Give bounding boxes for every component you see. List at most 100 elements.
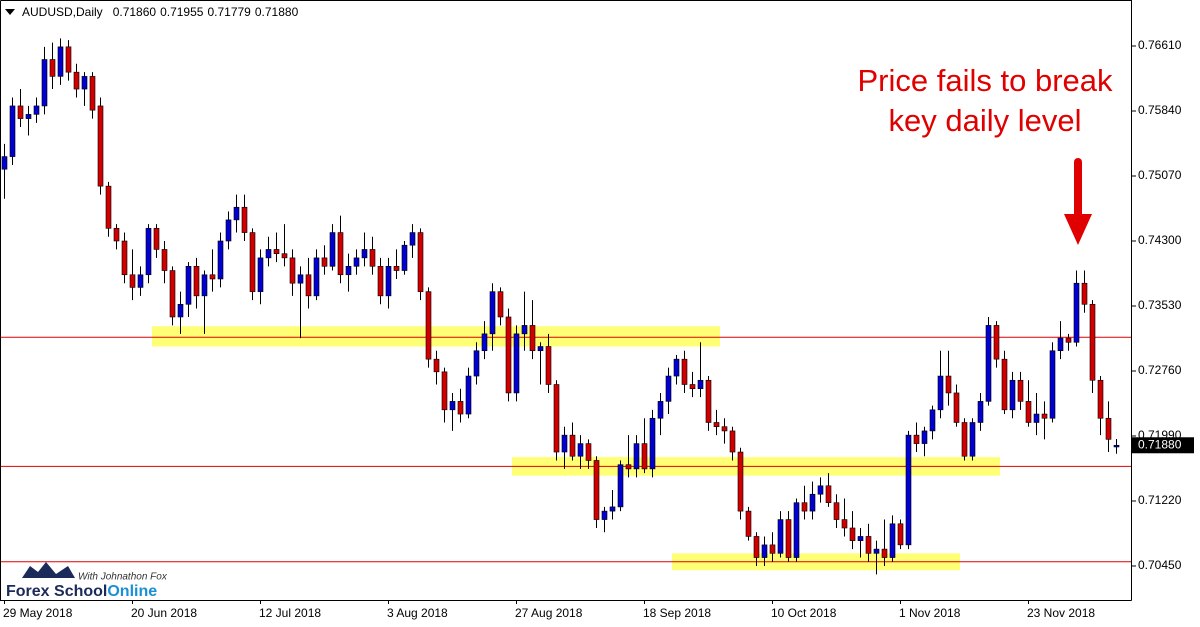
x-tick-label: 1 Nov 2018: [899, 606, 961, 620]
candle-body: [273, 249, 280, 254]
candle-body: [105, 185, 112, 229]
candle-body: [601, 510, 608, 520]
candle-body: [849, 527, 856, 541]
x-tick-label: 20 Jun 2018: [131, 606, 197, 620]
candle-body: [713, 422, 720, 428]
candle-body: [681, 358, 688, 385]
candle-body: [833, 502, 840, 520]
candle-body: [657, 401, 664, 419]
candle-body: [481, 333, 488, 352]
x-tick-label: 27 Aug 2018: [515, 606, 583, 620]
candle-body: [505, 316, 512, 394]
y-tick-label: 0.74300: [1138, 233, 1182, 247]
logo-tagline: With Johnathon Fox: [78, 572, 168, 583]
candle-body: [73, 71, 80, 90]
candle-body: [513, 333, 520, 394]
candle-body: [81, 76, 88, 90]
low-label: 0.71779: [207, 5, 251, 19]
candle-body: [961, 422, 968, 457]
candle-body: [1009, 379, 1016, 411]
candle-body: [1001, 358, 1008, 411]
candle-body: [537, 346, 544, 352]
candle-body: [809, 493, 816, 512]
candle-body: [745, 510, 752, 537]
candle-body: [897, 523, 904, 546]
candle-body: [937, 375, 944, 411]
candle-body: [1049, 350, 1056, 419]
candle-body: [769, 544, 776, 554]
candle-body: [225, 219, 232, 242]
candle-body: [777, 519, 784, 554]
candle-body: [489, 291, 496, 335]
support-zone: [152, 326, 720, 347]
candle-body: [577, 443, 584, 457]
candle-body: [113, 228, 120, 242]
x-tick-label: 29 May 2018: [3, 606, 73, 620]
candle-body: [9, 105, 16, 157]
candle-body: [329, 232, 336, 267]
candle-body: [761, 544, 768, 558]
candle-body: [177, 304, 184, 318]
candle-body: [633, 443, 640, 470]
y-tick-label: 0.73530: [1138, 298, 1182, 312]
candle-body: [529, 325, 536, 352]
candle-body: [97, 105, 104, 187]
x-tick-label: 23 Nov 2018: [1027, 606, 1095, 620]
candle-body: [721, 426, 728, 432]
candle-body: [985, 325, 992, 402]
candle-body: [697, 379, 704, 390]
candle-body: [521, 325, 528, 335]
candle-body: [185, 266, 192, 305]
annotation: Price fails to break: [858, 63, 1113, 98]
candle-body: [817, 485, 824, 495]
current-price-label: 0.71880: [1138, 437, 1182, 451]
candle-body: [145, 228, 152, 276]
header: AUDUSD,Daily 0.71860 0.71955 0.71779 0.71880: [22, 5, 299, 19]
candle-body: [785, 519, 792, 558]
candle-body: [913, 434, 920, 444]
y-tick-label: 0.70450: [1138, 558, 1182, 572]
candle-body: [49, 59, 56, 77]
candle-body: [17, 105, 24, 119]
candle-body: [409, 232, 416, 246]
candle-body: [1073, 282, 1080, 343]
candle-body: [649, 417, 656, 470]
candle-body: [953, 392, 960, 423]
candle-body: [209, 274, 216, 280]
menu-triangle: [5, 9, 15, 15]
candle-body: [561, 434, 568, 453]
candle-body: [33, 105, 40, 115]
candle-body: [825, 485, 832, 503]
candle-body: [1041, 413, 1048, 419]
candle-body: [969, 422, 976, 457]
candle-body: [265, 249, 272, 259]
candle-body: [161, 249, 168, 271]
candle-body: [129, 274, 136, 288]
candle-body: [609, 506, 616, 512]
candle-body: [905, 434, 912, 546]
x-tick-label: 18 Sep 2018: [643, 606, 711, 620]
y-tick-label: 0.75070: [1138, 168, 1182, 182]
x-tick-label: 12 Jul 2018: [259, 606, 321, 620]
candle-body: [393, 266, 400, 271]
candle-body: [193, 266, 200, 297]
levels: [0, 336, 1131, 563]
candle-body: [545, 346, 552, 385]
candle-body: [169, 270, 176, 318]
candle-body: [137, 274, 144, 288]
candle-body: [625, 464, 632, 470]
candle-body: [1113, 444, 1120, 448]
current-price-box: [1132, 437, 1194, 454]
candle-body: [793, 502, 800, 558]
candle-body: [641, 443, 648, 470]
close-label: 0.71880: [255, 5, 299, 19]
candle-body: [993, 325, 1000, 360]
candle-body: [1017, 379, 1024, 402]
candle-body: [1089, 304, 1096, 381]
candle-body: [1025, 401, 1032, 423]
candle-body: [705, 379, 712, 423]
candle-body: [729, 430, 736, 453]
candle-body: [281, 253, 288, 259]
